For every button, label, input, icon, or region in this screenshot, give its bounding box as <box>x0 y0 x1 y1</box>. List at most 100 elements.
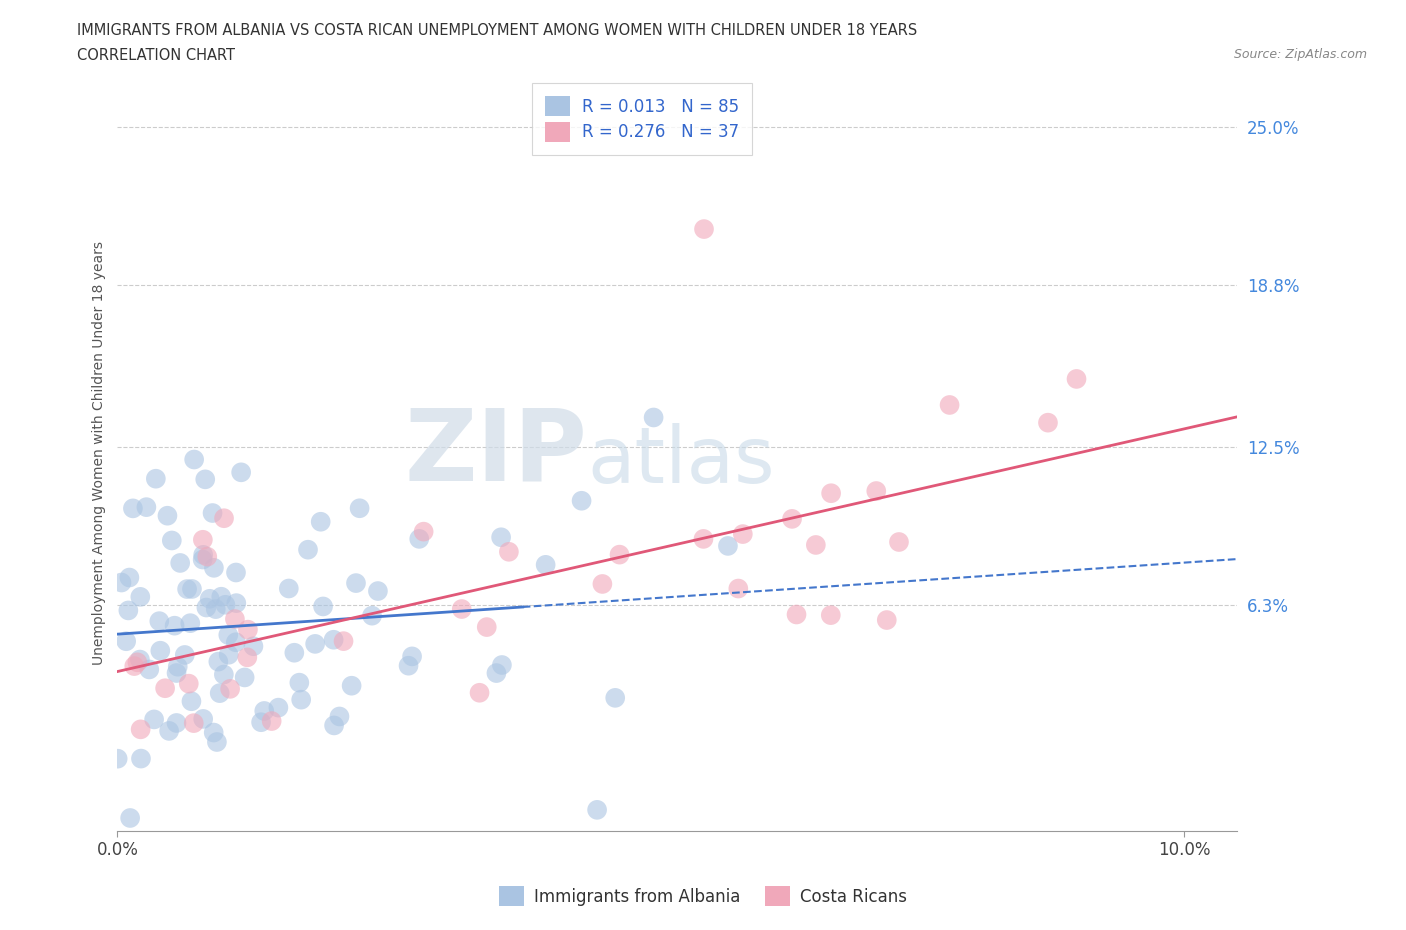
Point <box>157 724 180 738</box>
Point <box>591 577 613 591</box>
Point <box>786 607 808 622</box>
Point <box>412 525 434 539</box>
Point <box>475 619 498 634</box>
Point <box>138 662 160 677</box>
Legend: R = 0.013   N = 85, R = 0.276   N = 37: R = 0.013 N = 85, R = 0.276 N = 37 <box>531 83 752 154</box>
Text: IMMIGRANTS FROM ALBANIA VS COSTA RICAN UNEMPLOYMENT AMONG WOMEN WITH CHILDREN UN: IMMIGRANTS FROM ALBANIA VS COSTA RICAN U… <box>77 23 918 38</box>
Point <box>115 634 138 649</box>
Point <box>117 603 139 618</box>
Point <box>332 633 354 648</box>
Point <box>938 397 960 412</box>
Point <box>149 644 172 658</box>
Point <box>253 703 276 718</box>
Text: ZIP: ZIP <box>405 405 588 501</box>
Point <box>731 526 754 541</box>
Point <box>219 682 242 697</box>
Point <box>177 676 200 691</box>
Point <box>148 614 170 629</box>
Point <box>212 511 235 525</box>
Point <box>195 600 218 615</box>
Y-axis label: Unemployment Among Women with Children Under 18 years: Unemployment Among Women with Children U… <box>93 241 107 665</box>
Text: CORRELATION CHART: CORRELATION CHART <box>77 48 235 63</box>
Point <box>323 718 346 733</box>
Point <box>260 713 283 728</box>
Point <box>468 685 491 700</box>
Point <box>198 591 221 606</box>
Point <box>176 581 198 596</box>
Point <box>401 649 423 664</box>
Point <box>408 531 430 546</box>
Point <box>129 751 152 766</box>
Point <box>609 547 631 562</box>
Point <box>820 485 842 500</box>
Point <box>217 628 239 643</box>
Point <box>120 811 142 826</box>
Point <box>193 711 215 726</box>
Point <box>489 530 512 545</box>
Legend: Immigrants from Albania, Costa Ricans: Immigrants from Albania, Costa Ricans <box>492 880 914 912</box>
Point <box>586 803 609 817</box>
Point <box>498 544 520 559</box>
Point <box>322 632 344 647</box>
Point <box>202 725 225 740</box>
Point <box>180 694 202 709</box>
Point <box>225 635 247 650</box>
Point <box>181 581 204 596</box>
Point <box>129 590 152 604</box>
Point <box>290 692 312 707</box>
Point <box>780 512 803 526</box>
Point <box>163 618 186 633</box>
Point <box>693 221 716 236</box>
Point <box>214 597 236 612</box>
Point <box>183 452 205 467</box>
Point <box>122 501 145 516</box>
Point <box>225 596 247 611</box>
Point <box>160 533 183 548</box>
Text: atlas: atlas <box>588 422 775 498</box>
Point <box>267 700 290 715</box>
Point <box>145 472 167 486</box>
Point <box>534 557 557 572</box>
Point <box>191 532 214 547</box>
Point <box>166 715 188 730</box>
Point <box>107 751 129 766</box>
Point <box>236 622 259 637</box>
Point <box>202 561 225 576</box>
Point <box>236 650 259 665</box>
Point <box>129 722 152 737</box>
Point <box>201 506 224 521</box>
Point <box>876 613 898 628</box>
Point <box>173 647 195 662</box>
Point <box>328 709 350 724</box>
Point <box>309 514 332 529</box>
Point <box>231 465 253 480</box>
Point <box>212 667 235 682</box>
Point <box>218 647 240 662</box>
Point <box>153 681 176 696</box>
Point <box>242 639 264 654</box>
Point <box>250 715 273 730</box>
Point <box>118 570 141 585</box>
Point <box>491 658 513 672</box>
Point <box>166 666 188 681</box>
Point <box>865 484 887 498</box>
Point <box>340 678 363 693</box>
Point <box>179 616 201 631</box>
Point <box>288 675 311 690</box>
Point <box>204 602 226 617</box>
Point <box>571 493 593 508</box>
Point <box>605 690 627 705</box>
Point <box>205 735 228 750</box>
Point <box>209 590 232 604</box>
Point <box>156 509 179 524</box>
Point <box>361 608 384 623</box>
Point <box>1036 415 1059 430</box>
Point <box>233 670 256 684</box>
Point <box>344 576 367 591</box>
Point <box>1066 371 1088 386</box>
Point <box>367 584 389 599</box>
Point <box>166 659 188 674</box>
Point <box>110 575 132 590</box>
Point <box>224 612 246 627</box>
Point <box>183 716 205 731</box>
